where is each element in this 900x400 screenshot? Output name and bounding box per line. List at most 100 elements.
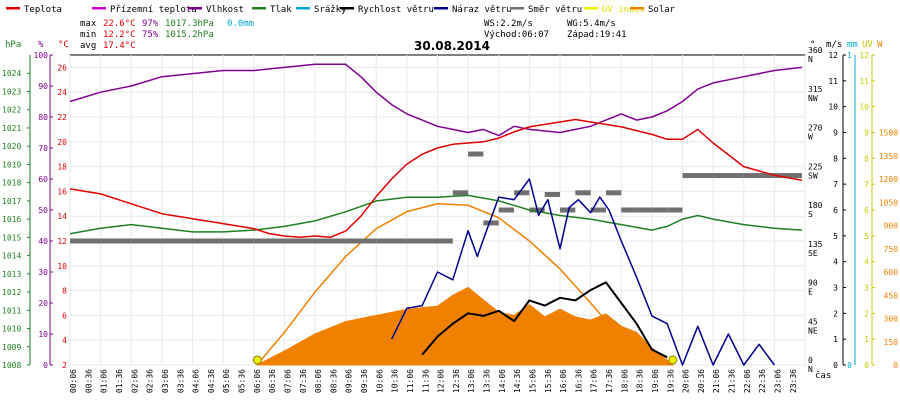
solar-tick-label: 1200	[879, 175, 898, 184]
wind-direction-segment	[452, 190, 469, 196]
info-wg: WG:5.4m/s	[567, 19, 616, 29]
direction-tick-label: 315	[808, 85, 823, 94]
x-tick-label: 00:36	[84, 369, 93, 393]
x-tick-label: 19:06	[651, 369, 660, 393]
series-line-náraz-větru	[390, 178, 776, 366]
sun-markers	[252, 355, 678, 365]
direction-tick-label: 45	[808, 317, 818, 326]
legend-label-3: Vlhkost	[206, 5, 244, 15]
x-tick-label: 21:36	[728, 369, 737, 393]
pressure-tick-label: 1013	[2, 270, 21, 279]
pressure-tick-label: 1021	[2, 124, 21, 133]
stats-avg-temp: 17.4°C	[103, 41, 136, 51]
pressure-tick-label: 1009	[2, 343, 21, 352]
stats-max-press: 1017.3hPa	[165, 19, 214, 29]
uv-tick-label: 5	[864, 232, 869, 241]
info-ws: WS:2.2m/s	[484, 19, 533, 29]
wind-direction-segment	[223, 238, 254, 244]
uv-tick-label: 10	[859, 103, 869, 112]
temperature-tick-label: 18	[57, 163, 67, 172]
x-tick-label: 01:06	[100, 369, 109, 393]
wind-unit: m/s	[826, 40, 842, 50]
x-tick-label: 04:06	[192, 369, 201, 393]
wind-direction-segment	[621, 207, 637, 213]
direction-tick-label: 225	[808, 162, 823, 171]
rain-tick-label: 1	[847, 51, 852, 60]
legend-label-10: Solar	[648, 5, 676, 15]
line-layer	[69, 63, 803, 366]
legend-swatch-4	[252, 7, 266, 10]
uv-tick-label: 8	[864, 154, 869, 163]
solar-tick-label: 600	[884, 268, 899, 277]
wind-direction-segment	[560, 207, 576, 213]
uv-tick-label: 7	[864, 180, 869, 189]
pressure-tick-label: 1011	[2, 306, 21, 315]
x-tick-label: 02:06	[130, 369, 139, 393]
legend-swatch-8	[510, 7, 524, 10]
wind-tick-label: 2	[833, 309, 838, 318]
x-tick-label: 16:36	[574, 369, 583, 393]
wind-tick-label: 12	[828, 51, 838, 60]
rain-tick-label: 0	[847, 361, 852, 370]
legend-label-5: Srážky	[314, 5, 347, 15]
legend-swatch-9	[584, 7, 598, 10]
wind-tick-label: 11	[828, 77, 838, 86]
x-tick-label: 00:06	[69, 369, 78, 393]
pressure-tick-label: 1023	[2, 87, 21, 96]
x-tick-label: 11:36	[421, 369, 430, 393]
wind-direction-segment	[468, 151, 484, 157]
wind-direction-segment	[376, 238, 407, 244]
wind-direction-segment	[131, 238, 162, 244]
pressure-tick-label: 1022	[2, 106, 21, 115]
stats-max-hum: 97%	[142, 19, 159, 29]
wind-direction-segment	[100, 238, 132, 244]
legend-swatch-1	[6, 7, 20, 10]
humidity-tick-label: 40	[38, 237, 48, 246]
humidity-tick-label: 80	[38, 113, 48, 122]
x-tick-label: 21:06	[712, 369, 721, 393]
direction-tick-label: NW	[808, 94, 818, 103]
x-tick-label: 20:06	[682, 369, 691, 393]
legend-label-9: UV index	[602, 5, 646, 15]
direction-tick-label: N	[808, 365, 813, 374]
wind-direction-segment	[743, 173, 775, 179]
x-tick-label: 07:36	[299, 369, 308, 393]
humidity-tick-label: 30	[38, 268, 48, 277]
wind-direction-segment	[590, 207, 606, 213]
pressure-tick-label: 1014	[2, 252, 21, 261]
direction-tick-label: 360	[808, 46, 823, 55]
x-tick-label: 04:36	[207, 369, 216, 393]
wind-sun-info: WS:2.2m/s WG:5.4m/s Východ:06:07 Západ:1…	[484, 19, 627, 40]
wind-tick-label: 7	[833, 180, 838, 189]
stats-max-rain: 0.0mm	[227, 19, 254, 29]
uv-tick-label: 6	[864, 206, 869, 215]
temperature-tick-label: 16	[57, 187, 67, 196]
wind-direction-segment	[406, 238, 438, 244]
direction-tick-label: 135	[808, 240, 823, 249]
direction-tick-label: 90	[808, 279, 818, 288]
wind-tick-label: 5	[833, 232, 838, 241]
x-tick-label: 09:06	[345, 369, 354, 393]
legend-swatch-6	[340, 7, 354, 10]
x-tick-label: 15:36	[544, 369, 553, 393]
solar-tick-label: 300	[884, 315, 899, 324]
solar-tick-label: 900	[884, 222, 899, 231]
uv-tick-label: 4	[864, 258, 869, 267]
solar-tick-label: 1350	[879, 152, 898, 161]
legend-label-1: Teplota	[24, 5, 62, 15]
humidity-tick-label: 50	[38, 206, 48, 215]
temperature-tick-label: 2	[62, 361, 67, 370]
wind-direction-segment	[437, 238, 453, 244]
x-tick-label: 18:06	[620, 369, 629, 393]
solar-clear-sky-curve	[256, 203, 674, 366]
legend-label-6: Rychlost větru	[358, 5, 434, 15]
x-tick-label: 08:06	[314, 369, 323, 393]
series-line-tlak	[69, 194, 802, 235]
x-tick-label: 13:06	[467, 369, 476, 393]
series-line-vlhkost	[69, 63, 802, 137]
wind-direction-segment	[192, 238, 224, 244]
wind-tick-label: 4	[833, 258, 838, 267]
uv-tick-label: 2	[864, 309, 869, 318]
legend-swatch-5	[296, 7, 310, 10]
